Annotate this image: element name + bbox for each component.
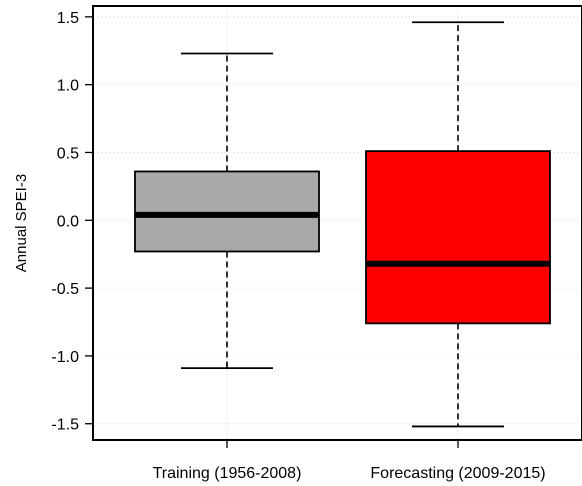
y-axis: -1.5 -1.0 -0.5 0.0 0.5 1.0 1.5: [51, 10, 93, 434]
x-tick-label: Forecasting (2009-2015): [370, 465, 545, 482]
y-tick-label: 0.0: [57, 213, 79, 230]
box-series: [134, 21, 551, 428]
x-axis: Training (1956-2008) Forecasting (2009-20…: [153, 440, 546, 482]
x-tick-label: Training (1956-2008): [153, 465, 302, 482]
y-tick-label: -1.0: [51, 349, 79, 366]
interquartile-box: [365, 150, 551, 325]
y-tick-label: 1.0: [57, 78, 79, 95]
plot-frame: [92, 5, 582, 441]
y-tick-label: -0.5: [51, 281, 79, 298]
y-axis-title: Annual SPEI-3: [13, 174, 30, 272]
y-tick-label: 1.5: [57, 10, 79, 27]
box-2: [365, 21, 551, 428]
box-1: [134, 52, 320, 370]
interquartile-box: [134, 170, 320, 253]
y-tick-label: -1.5: [51, 417, 79, 434]
y-tick-label: 0.5: [57, 145, 79, 162]
